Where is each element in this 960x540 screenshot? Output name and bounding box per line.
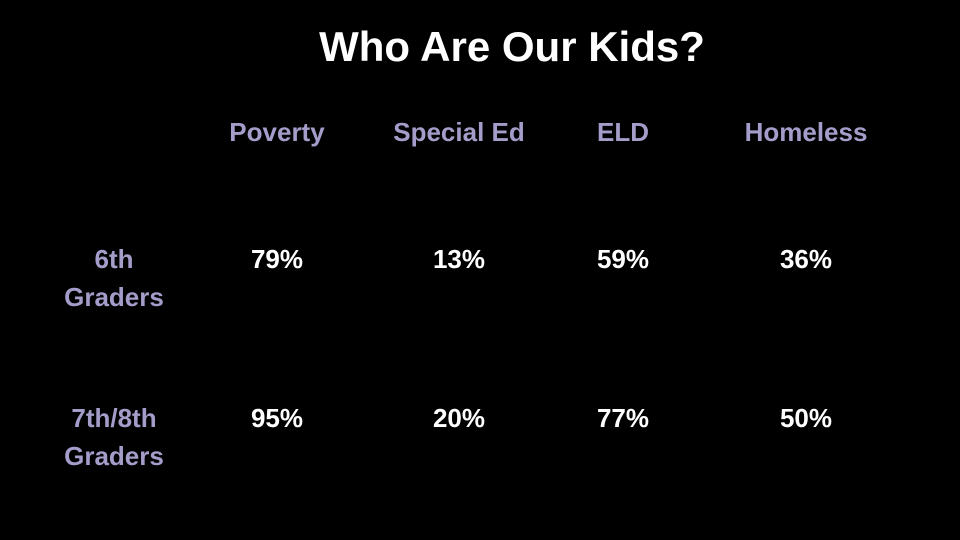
column-header: ELD — [597, 117, 649, 147]
row-label: 6th Graders — [64, 244, 164, 312]
column-header: Special Ed — [393, 117, 525, 147]
column-header: Poverty — [229, 117, 325, 147]
table-cell: 79% — [250, 244, 304, 274]
row-label: 7th/8th Graders — [64, 403, 164, 471]
table-cell: 59% — [596, 244, 650, 274]
table-cell: 20% — [432, 403, 486, 433]
table-cell: 95% — [250, 403, 304, 433]
slide-title: Who Are Our Kids? — [319, 23, 705, 70]
table-cell: 77% — [596, 403, 650, 433]
table-cell: 13% — [432, 244, 486, 274]
table-cell: 50% — [779, 403, 833, 433]
column-header: Homeless — [744, 117, 868, 147]
table-cell: 36% — [779, 244, 833, 274]
